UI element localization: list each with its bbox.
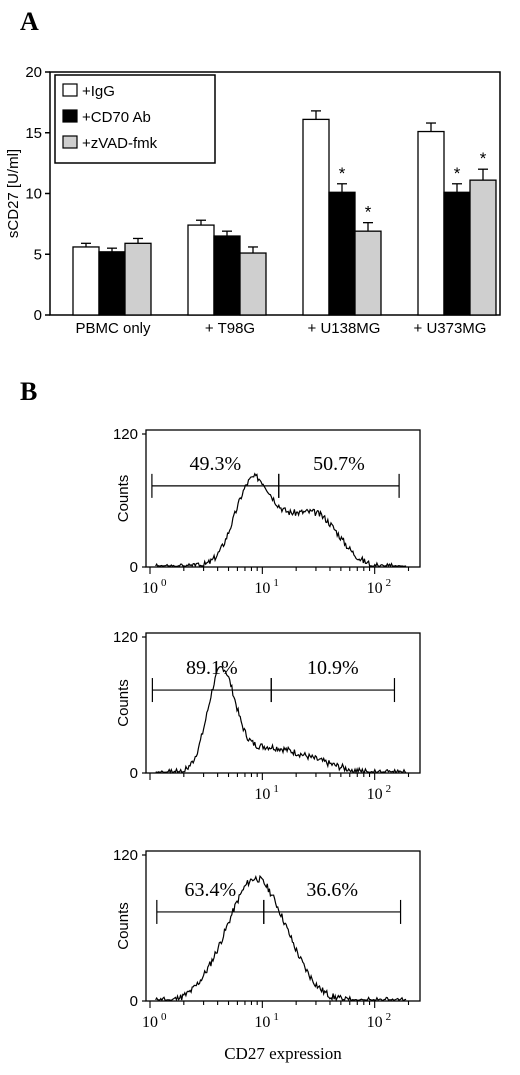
x-tick-label: 10 [254,1014,270,1031]
x-tick-label: 10 [142,580,158,597]
bar [213,235,241,316]
y-axis-label: Counts [115,902,132,950]
gate-percent-label: 89.1% [186,657,238,679]
significance-mark: * [339,164,346,183]
y-tick-label: 0 [130,559,138,576]
y-tick-label: 5 [34,246,42,263]
y-axis-label: Counts [115,475,132,523]
legend-swatch [62,83,78,97]
legend-label: +CD70 Ab [82,109,151,126]
significance-mark: * [480,149,487,168]
bar [98,251,126,316]
x-tick-label: 10 [254,580,270,597]
bar [72,246,100,316]
x-tick-label: 10 [367,786,383,803]
x-tick-label: 10 [254,786,270,803]
bar [187,224,215,316]
x-tick-label: 10 [367,1014,383,1031]
legend-frame [54,74,216,164]
x-category-label: + U138MG [308,320,381,337]
histogram-curve [155,472,407,568]
legend-label: +IgG [82,83,115,100]
bar-chart: 0 5 10 15 20 sCD27 [U/ml] PBMC only + T98G + U13… [5,64,501,337]
y-tick-label: 120 [113,426,138,443]
plot-frame [145,632,421,774]
x-tick-label: 10 [367,580,383,597]
bar [302,118,330,316]
significance-mark: * [365,203,372,222]
gate-percent-label: 49.3% [189,453,241,475]
y-axis-label: sCD27 [U/ml] [5,149,22,238]
y-tick-label: 120 [113,847,138,864]
significance-mark: * [454,164,461,183]
x-category-label: PBMC only [75,320,151,337]
bar [417,130,445,316]
plot-frame [145,850,421,1002]
gate-percent-label: 50.7% [313,453,365,475]
x-axis-label: CD27 expression [224,1044,342,1063]
x-category-label: + U373MG [414,320,487,337]
panel-b-letter: B [20,377,37,406]
x-tick-exponent: 0 [161,1011,167,1023]
gate-percent-label: 63.4% [184,879,236,901]
x-tick-exponent: 2 [386,577,392,589]
y-tick-label: 10 [25,186,42,203]
bar [124,242,152,316]
bar [239,252,267,316]
x-tick-exponent: 0 [161,577,167,589]
y-tick-label: 15 [25,125,42,142]
legend-swatch [62,109,78,123]
x-tick-exponent: 2 [386,1011,392,1023]
x-tick-exponent: 1 [273,783,279,795]
y-tick-label: 0 [34,307,42,324]
legend: +IgG +CD70 Ab +zVAD-fmk [54,74,216,164]
x-tick-exponent: 1 [273,577,279,589]
bar [354,230,382,316]
x-tick-label: 10 [142,1014,158,1031]
legend-swatch [62,135,78,149]
y-tick-label: 0 [130,765,138,782]
bar [469,179,497,316]
y-tick-label: 120 [113,629,138,646]
gate-percent-label: 10.9% [307,657,359,679]
y-tick-label: 0 [130,993,138,1010]
x-tick-exponent: 2 [386,783,392,795]
histogram-curve [155,665,407,775]
bar [328,191,356,316]
x-category-label: + T98G [205,320,255,337]
panel-a-letter: A [20,7,39,36]
histogram-curve [155,874,407,1003]
plot-frame [145,429,421,568]
bar [443,191,471,316]
y-axis-label: Counts [115,679,132,727]
legend-label: +zVAD-fmk [82,135,158,152]
gate-percent-label: 36.6% [306,879,358,901]
x-tick-exponent: 1 [273,1011,279,1023]
y-tick-label: 20 [25,64,42,81]
